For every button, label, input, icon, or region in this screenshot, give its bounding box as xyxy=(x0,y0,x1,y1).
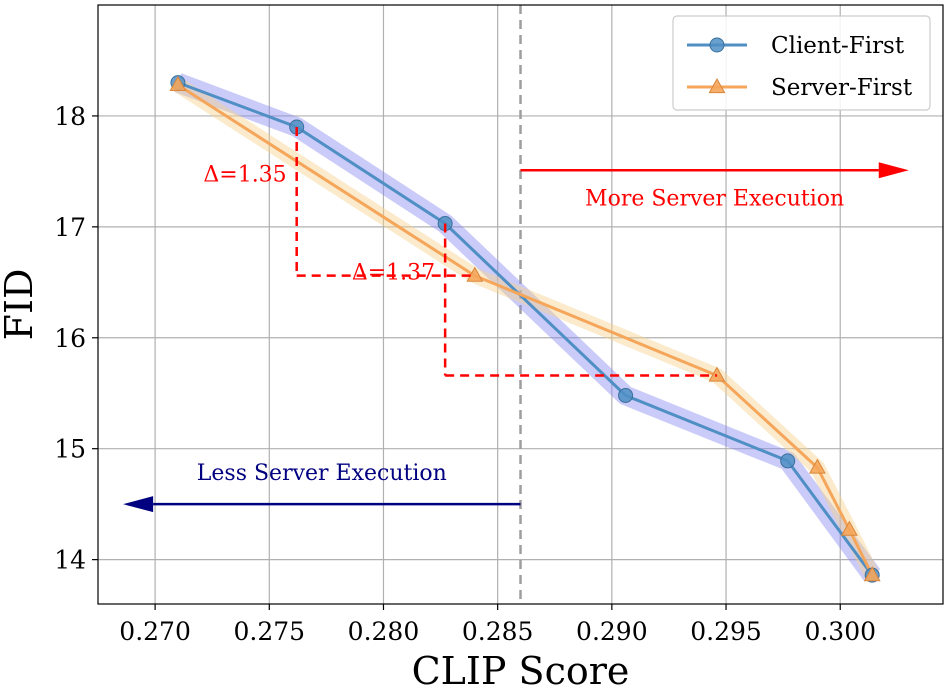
legend: Client-First Server-First xyxy=(672,15,931,111)
legend-marker-client-first xyxy=(709,37,725,53)
y-tick-label: 15 xyxy=(54,435,86,464)
line-server-first xyxy=(177,83,874,576)
annotations: Δ=1.35 Δ=1.37 More Server Execution Less Se… xyxy=(123,127,909,513)
point-server-first xyxy=(863,566,881,582)
less-server-label: Less Server Execution xyxy=(197,461,447,486)
less-server-arrow-head xyxy=(123,496,154,513)
point-server-first xyxy=(169,75,187,91)
y-tick-label: 16 xyxy=(54,324,86,353)
y-tick-label: 17 xyxy=(54,213,86,242)
point-client-first xyxy=(618,387,634,403)
delta2-label: Δ=1.37 xyxy=(352,261,435,286)
x-tick-label: 0.300 xyxy=(804,617,876,646)
y-axis-label: FID xyxy=(0,269,41,341)
x-ticks: 0.270 0.275 0.280 0.285 0.290 0.295 0.300 xyxy=(119,604,876,646)
point-client-first xyxy=(780,453,796,469)
more-server-arrow-head xyxy=(878,162,909,179)
y-tick-label: 18 xyxy=(54,102,86,131)
y-ticks: 14 15 16 17 18 xyxy=(54,102,98,575)
x-tick-label: 0.280 xyxy=(348,617,420,646)
series-markers xyxy=(169,75,881,583)
band-server-first xyxy=(173,78,880,579)
series-lines xyxy=(177,81,874,577)
point-server-first xyxy=(840,520,858,536)
confidence-bands xyxy=(173,73,881,582)
y-tick-label: 14 xyxy=(54,546,86,575)
legend-label-server-first: Server-First xyxy=(771,75,913,101)
x-tick-label: 0.275 xyxy=(233,617,305,646)
x-axis-label: CLIP Score xyxy=(412,649,630,692)
point-server-first xyxy=(808,458,826,474)
x-tick-label: 0.285 xyxy=(462,617,534,646)
line-client-first xyxy=(177,81,874,577)
legend-marker-server-first xyxy=(708,77,726,94)
x-tick-label: 0.290 xyxy=(576,617,648,646)
x-tick-label: 0.295 xyxy=(690,617,762,646)
plot-frame xyxy=(97,4,944,605)
more-server-label: More Server Execution xyxy=(585,186,844,211)
delta1-label: Δ=1.35 xyxy=(203,162,286,187)
point-server-first xyxy=(466,266,484,282)
legend-label-client-first: Client-First xyxy=(771,33,905,59)
x-tick-label: 0.270 xyxy=(119,617,191,646)
